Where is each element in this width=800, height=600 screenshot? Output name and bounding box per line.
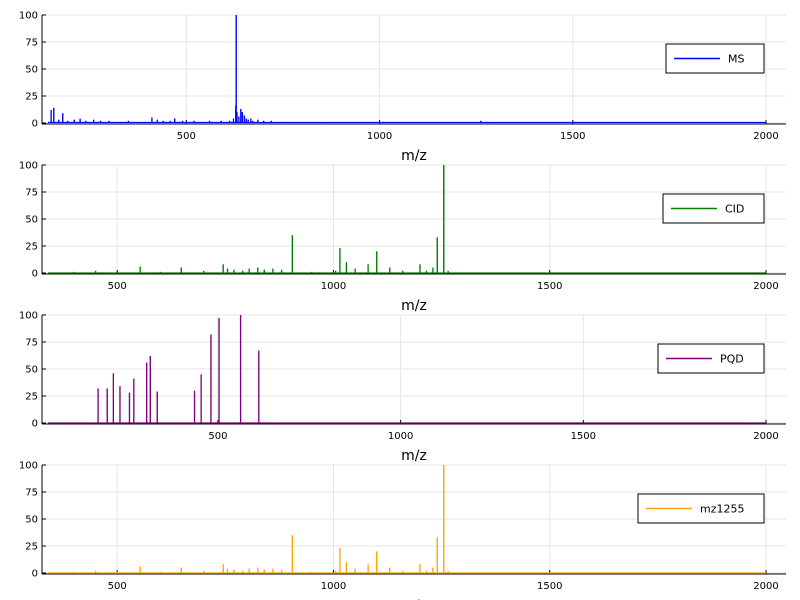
x-tick-label: 1000 bbox=[321, 581, 346, 592]
legend: MS bbox=[665, 43, 765, 74]
y-tick-label: 100 bbox=[19, 311, 38, 322]
x-tick-label: 1500 bbox=[537, 581, 562, 592]
y-tick-label: 100 bbox=[19, 461, 38, 472]
x-axis-label: m/z bbox=[401, 148, 427, 164]
panel-ms: 0 25 50 75 100 500 1000 1500 2000 m/z MS bbox=[19, 11, 786, 164]
x-axis-label: m/z bbox=[401, 598, 427, 600]
y-tick-label: 75 bbox=[25, 338, 38, 349]
x-tick-label: 500 bbox=[177, 131, 196, 142]
y-tick-label: 25 bbox=[25, 242, 38, 253]
legend: PQD bbox=[657, 343, 765, 374]
y-tick-label: 50 bbox=[25, 65, 38, 76]
legend-label: CID bbox=[725, 203, 744, 216]
legend-label: mz1255 bbox=[700, 503, 744, 516]
x-tick-label: 1500 bbox=[537, 281, 562, 292]
x-tick-label: 1500 bbox=[571, 431, 596, 442]
panel-cid: 0 25 50 75 100 500 1000 1500 2000 m/z CID bbox=[19, 161, 786, 314]
y-tick-label: 0 bbox=[32, 419, 38, 430]
x-tick-label: 1500 bbox=[560, 131, 585, 142]
y-tick-label: 25 bbox=[25, 92, 38, 103]
y-tick-label: 75 bbox=[25, 488, 38, 499]
x-tick-label: 500 bbox=[108, 581, 127, 592]
x-axis-label: m/z bbox=[401, 298, 427, 314]
y-tick-label: 50 bbox=[25, 215, 38, 226]
y-tick-label: 0 bbox=[32, 269, 38, 280]
x-tick-label: 2000 bbox=[753, 281, 778, 292]
y-tick-label: 100 bbox=[19, 11, 38, 22]
x-tick-label: 2000 bbox=[753, 131, 778, 142]
legend-label: PQD bbox=[720, 353, 744, 366]
y-tick-label: 100 bbox=[19, 161, 38, 172]
panel-mz1255: 0 25 50 75 100 500 1000 1500 2000 m/z mz1255 bbox=[19, 461, 786, 600]
y-tick-label: 0 bbox=[32, 119, 38, 130]
y-tick-label: 25 bbox=[25, 542, 38, 553]
y-tick-label: 25 bbox=[25, 392, 38, 403]
legend-label: MS bbox=[728, 53, 744, 66]
x-tick-label: 1000 bbox=[367, 131, 392, 142]
panel-pqd: 0 25 50 75 100 500 1000 1500 2000 m/z PQD bbox=[19, 311, 786, 464]
legend: CID bbox=[662, 193, 765, 224]
x-tick-label: 2000 bbox=[753, 581, 778, 592]
y-tick-label: 75 bbox=[25, 38, 38, 49]
legend: mz1255 bbox=[637, 493, 765, 524]
x-tick-label: 1000 bbox=[388, 431, 413, 442]
y-tick-label: 50 bbox=[25, 365, 38, 376]
x-tick-label: 500 bbox=[108, 281, 127, 292]
y-tick-label: 0 bbox=[32, 569, 38, 580]
x-tick-label: 2000 bbox=[753, 431, 778, 442]
x-tick-label: 1000 bbox=[321, 281, 346, 292]
y-tick-label: 50 bbox=[25, 515, 38, 526]
x-tick-label: 500 bbox=[208, 431, 227, 442]
y-tick-label: 75 bbox=[25, 188, 38, 199]
x-axis-label: m/z bbox=[401, 448, 427, 464]
